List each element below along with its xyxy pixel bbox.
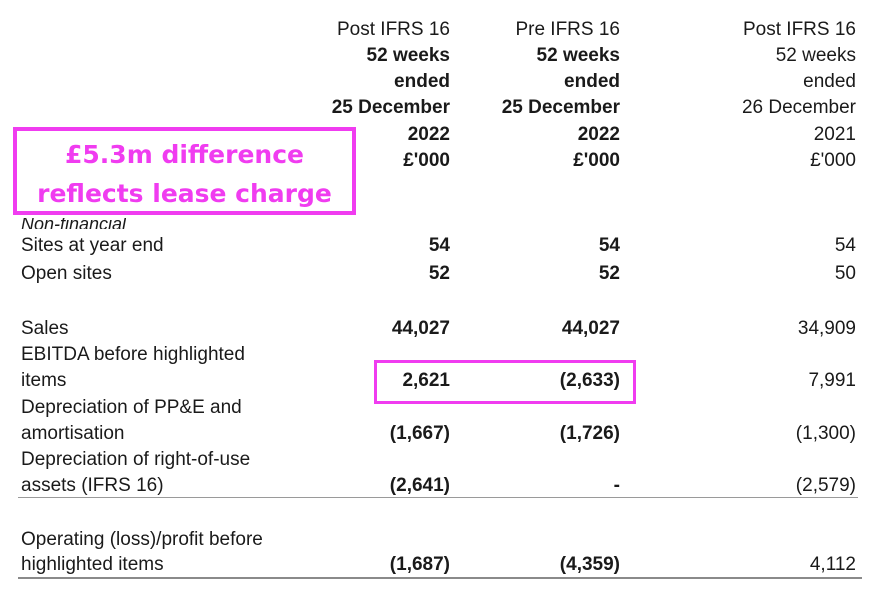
- row-label-dep-ppe-line-2: amortisation: [21, 423, 125, 444]
- col1-header-line-1: Post IFRS 16: [337, 19, 450, 40]
- row-dep-rou-col3: (2,579): [795, 475, 856, 496]
- ebitda-highlight-box: [374, 360, 636, 404]
- row-sales-col3: 34,909: [797, 318, 856, 339]
- col1-header-line-4: 25 December: [331, 97, 450, 118]
- lease-charge-callout: £5.3m difference reflects lease charge: [13, 127, 356, 215]
- row-sites-col3: 54: [834, 235, 856, 256]
- row-ebitda-col3: 7,991: [808, 370, 856, 391]
- row-ebitda-col2: (2,633): [559, 370, 620, 391]
- col2-header-line-2: 52 weeks: [536, 45, 620, 66]
- row-operating-col3: 4,112: [809, 554, 856, 575]
- row-operating-col1: (1,687): [389, 554, 450, 575]
- col2-header-line-4: 25 December: [501, 97, 620, 118]
- col1-header-line-6: £'000: [403, 150, 450, 171]
- row-operating-col2: (4,359): [559, 554, 620, 575]
- row-label-operating-line-1: Operating (loss)/profit before: [21, 529, 263, 550]
- row-label-sites: Sites at year end: [21, 235, 164, 256]
- row-open-sites-col3: 50: [834, 263, 856, 284]
- callout-line-1: £5.3m difference: [65, 140, 304, 169]
- col2-header-line-3: ended: [564, 71, 620, 92]
- section-label-non-financial: Non-financial: [21, 218, 127, 229]
- row-label-open-sites: Open sites: [21, 263, 112, 284]
- row-sites-col2: 54: [598, 235, 620, 256]
- col1-header-line-5: 2022: [407, 124, 450, 145]
- row-label-sales: Sales: [21, 318, 69, 339]
- row-sales-col1: 44,027: [391, 318, 450, 339]
- row-sites-col1: 54: [428, 235, 450, 256]
- col3-header-line-6: £'000: [810, 150, 856, 171]
- col3-header-line-3: ended: [803, 71, 856, 92]
- col3-header-line-1: Post IFRS 16: [743, 19, 856, 40]
- row-open-sites-col1: 52: [428, 263, 450, 284]
- col1-header-line-2: 52 weeks: [366, 45, 450, 66]
- row-label-dep-rou-line-1: Depreciation of right-of-use: [21, 449, 251, 470]
- row-label-ebitda-line-2: items: [21, 370, 67, 391]
- rule-after-depreciation: [18, 497, 858, 498]
- row-dep-ppe-col3: (1,300): [795, 423, 856, 444]
- row-ebitda-col1: 2,621: [402, 370, 450, 391]
- row-dep-rou-col2: -: [613, 475, 620, 496]
- row-label-operating-line-2: highlighted items: [21, 554, 164, 575]
- col3-header-line-2: 52 weeks: [775, 45, 856, 66]
- col1-header-line-3: ended: [394, 71, 450, 92]
- col2-header-line-6: £'000: [573, 150, 620, 171]
- row-dep-ppe-col2: (1,726): [559, 423, 620, 444]
- row-dep-ppe-col1: (1,667): [389, 423, 450, 444]
- row-dep-rou-col1: (2,641): [389, 475, 450, 496]
- callout-line-2: reflects lease charge: [37, 179, 332, 208]
- rule-bottom: [18, 577, 862, 579]
- row-label-dep-rou-line-2: assets (IFRS 16): [21, 475, 164, 496]
- row-open-sites-col2: 52: [598, 263, 620, 284]
- col2-header-line-1: Pre IFRS 16: [515, 19, 620, 40]
- col3-header-line-5: 2021: [813, 124, 856, 145]
- row-label-ebitda-line-1: EBITDA before highlighted: [21, 344, 245, 365]
- col2-header-line-5: 2022: [577, 124, 620, 145]
- col3-header-line-4: 26 December: [741, 97, 856, 118]
- row-label-dep-ppe-line-1: Depreciation of PP&E and: [21, 397, 242, 418]
- row-sales-col2: 44,027: [561, 318, 620, 339]
